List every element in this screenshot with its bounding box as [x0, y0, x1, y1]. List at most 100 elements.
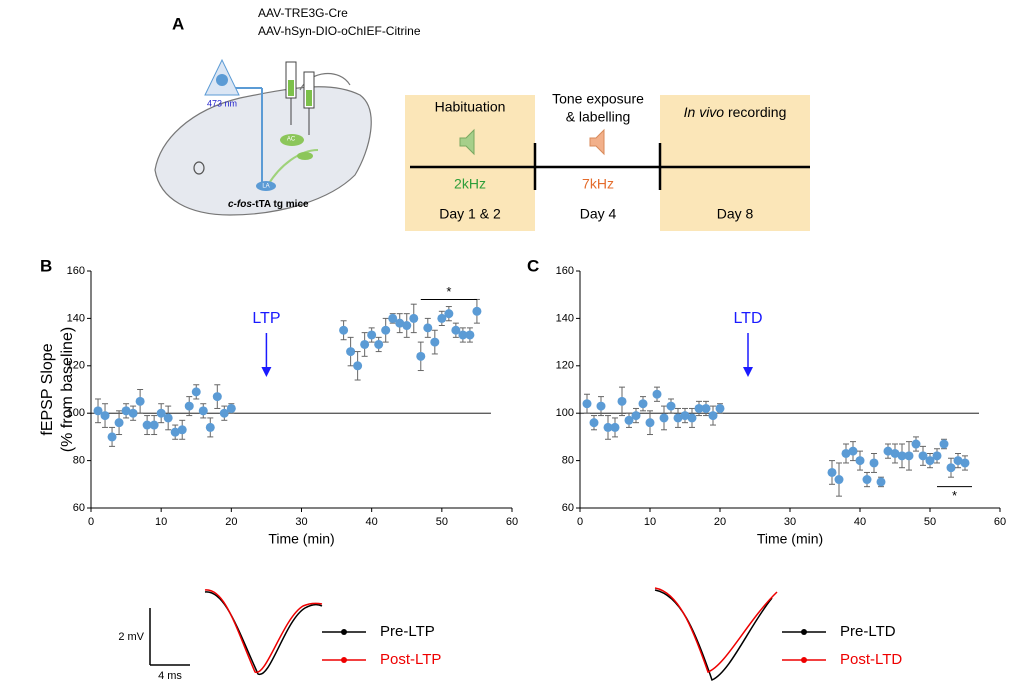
- timeline-label: In vivo recording: [684, 104, 787, 120]
- data-point: [918, 451, 928, 461]
- data-point: [128, 408, 138, 418]
- data-point: [638, 399, 648, 409]
- data-point: [149, 420, 159, 430]
- data-point: [715, 403, 725, 413]
- laser-label: 473 nm: [207, 98, 237, 108]
- y-tick-label: 140: [556, 312, 574, 324]
- data-point: [855, 456, 865, 466]
- data-point: [652, 389, 662, 399]
- data-point: [645, 418, 655, 428]
- data-point: [402, 321, 412, 331]
- x-tick-label: 60: [994, 516, 1006, 528]
- day-label: Day 1 & 2: [439, 206, 501, 222]
- data-point: [946, 463, 956, 473]
- data-point: [339, 325, 349, 335]
- arrow-head: [261, 367, 272, 377]
- region-label: AC: [287, 137, 296, 143]
- data-point: [932, 451, 942, 461]
- data-point: [624, 415, 634, 425]
- x-tick-label: 0: [88, 516, 94, 528]
- y-tick-label: 60: [562, 502, 574, 514]
- data-point: [841, 448, 851, 458]
- data-point: [862, 475, 872, 485]
- x-tick-label: 20: [225, 516, 237, 528]
- significance-label: *: [446, 284, 451, 299]
- y-axis-label: (% from baseline): [59, 327, 76, 452]
- timeline: [405, 95, 810, 231]
- data-point: [911, 439, 921, 449]
- data-point: [409, 313, 419, 323]
- data-point: [472, 306, 482, 316]
- data-point: [939, 439, 949, 449]
- x-tick-label: 0: [577, 516, 583, 528]
- data-point: [100, 411, 110, 421]
- brain-pathway: [204, 58, 319, 191]
- data-point: [367, 330, 377, 340]
- y-tick-label: 100: [67, 407, 85, 419]
- timeline-label: Habituation: [435, 99, 506, 115]
- legend-label: Pre-LTP: [380, 623, 435, 640]
- timeline-label: & labelling: [566, 109, 631, 125]
- data-point: [458, 330, 468, 340]
- panel-letter: C: [527, 256, 539, 275]
- data-point: [226, 403, 236, 413]
- data-point: [107, 432, 117, 442]
- y-tick-label: 160: [67, 265, 85, 277]
- data-point: [395, 318, 405, 328]
- data-point: [666, 401, 676, 411]
- data-point: [631, 411, 641, 421]
- timeline-label: Tone exposure: [552, 91, 644, 107]
- data-point: [680, 411, 690, 421]
- data-point: [960, 458, 970, 468]
- data-point: [198, 406, 208, 416]
- scale-label: 4 ms: [158, 670, 182, 682]
- virus-label: AAV-hSyn-DIO-oChIEF-Citrine: [258, 24, 421, 38]
- data-point: [353, 361, 363, 371]
- data-point: [205, 422, 215, 432]
- virus-label: AAV-TRE3G-Cre: [258, 6, 348, 20]
- data-point: [93, 406, 103, 416]
- data-point: [890, 448, 900, 458]
- x-tick-label: 40: [366, 516, 378, 528]
- y-tick-label: 160: [556, 265, 574, 277]
- data-point: [177, 425, 187, 435]
- timeline-label-italic: In vivo: [684, 104, 725, 120]
- data-point: [374, 339, 384, 349]
- data-point: [142, 420, 152, 430]
- y-tick-label: 80: [562, 455, 574, 467]
- traces: [149, 587, 826, 682]
- data-point: [708, 411, 718, 421]
- data-point: [596, 401, 606, 411]
- arrow-label: LTP: [252, 310, 280, 327]
- x-tick-label: 60: [506, 516, 518, 528]
- data-point: [360, 339, 370, 349]
- data-point: [834, 475, 844, 485]
- data-point: [610, 422, 620, 432]
- timeline-label-rest: recording: [728, 104, 786, 120]
- data-point: [827, 467, 837, 477]
- day-label: Day 8: [717, 206, 754, 222]
- x-tick-label: 40: [854, 516, 866, 528]
- data-point: [219, 408, 229, 418]
- data-point: [582, 399, 592, 409]
- y-axis-label: fEPSP Slope: [39, 343, 56, 435]
- y-tick-label: 120: [556, 360, 574, 372]
- data-point: [659, 413, 669, 423]
- x-axis-label: Time (min): [268, 531, 334, 547]
- panel-letter: A: [172, 14, 184, 33]
- legend-label: Pre-LTD: [840, 623, 896, 640]
- data-point: [212, 392, 222, 402]
- data-point: [925, 456, 935, 466]
- data-point: [451, 325, 461, 335]
- data-point: [170, 427, 180, 437]
- arrow-head: [743, 367, 753, 377]
- mouse-label-rest: -tTA tg mice: [252, 199, 309, 210]
- data-point: [437, 313, 447, 323]
- data-point: [603, 422, 613, 432]
- data-point: [444, 309, 454, 319]
- day-label: Day 4: [580, 206, 617, 222]
- frequency-label: 2kHz: [454, 176, 486, 192]
- y-tick-label: 120: [67, 360, 85, 372]
- x-tick-label: 50: [436, 516, 448, 528]
